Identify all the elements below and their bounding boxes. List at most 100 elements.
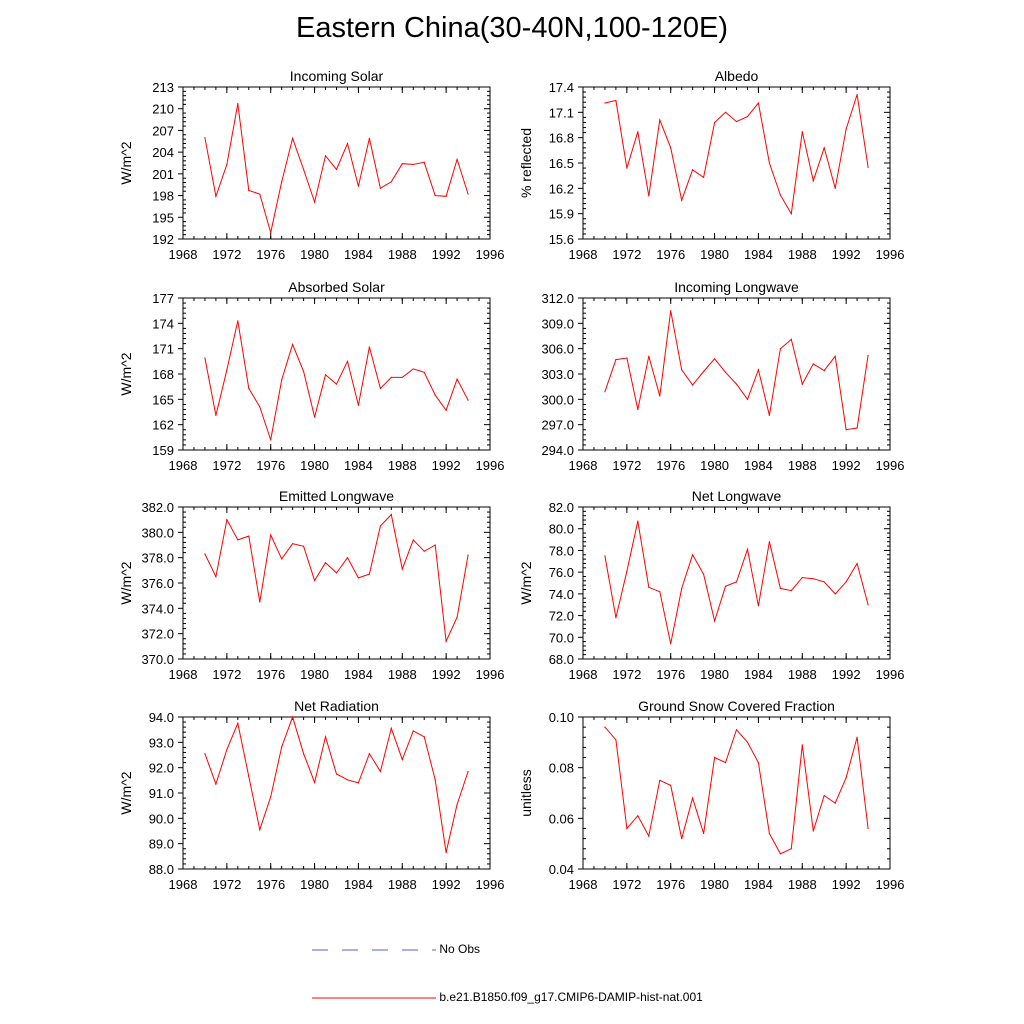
data-point xyxy=(604,391,606,393)
y-tick-label: 93.0 xyxy=(149,735,174,750)
y-tick-label: 213 xyxy=(152,80,174,95)
plot-frame xyxy=(182,297,491,451)
y-tick-label: 165 xyxy=(152,392,174,407)
y-tick-label: 312.0 xyxy=(541,291,574,306)
x-tick-label: 1976 xyxy=(656,247,685,262)
data-point xyxy=(604,102,606,104)
data-point xyxy=(724,371,727,373)
y-tick-label: 380.0 xyxy=(141,525,174,540)
data-point xyxy=(735,121,738,123)
x-tick-label: 1992 xyxy=(432,667,461,682)
data-point xyxy=(368,137,370,139)
x-tick-label: 1976 xyxy=(656,667,685,682)
data-point xyxy=(215,414,217,416)
plot-frame xyxy=(582,506,891,660)
plot-frame xyxy=(182,716,491,870)
data-point xyxy=(346,557,349,559)
data-point xyxy=(845,429,847,431)
data-point xyxy=(746,398,749,400)
y-tick-label: 76.0 xyxy=(549,565,574,580)
data-point xyxy=(735,729,738,731)
x-tick-label: 1980 xyxy=(700,877,729,892)
x-tick-label: 1984 xyxy=(344,247,373,262)
data-point xyxy=(237,320,239,322)
data-point xyxy=(692,169,694,171)
panel-title: Net Longwave xyxy=(692,488,782,504)
y-tick-label: 88.0 xyxy=(149,862,174,877)
x-tick-label: 1972 xyxy=(212,877,241,892)
data-point xyxy=(845,581,847,583)
panel-title: Emitted Longwave xyxy=(279,488,394,504)
x-tick-label: 1972 xyxy=(212,247,241,262)
data-point xyxy=(659,779,661,781)
data-point xyxy=(281,181,283,183)
data-point xyxy=(659,119,661,121)
x-tick-label: 1992 xyxy=(432,458,461,473)
x-tick-label: 1984 xyxy=(744,458,773,473)
x-tick-label: 1992 xyxy=(832,877,861,892)
x-tick-label: 1988 xyxy=(788,877,817,892)
data-point xyxy=(215,576,217,578)
data-point xyxy=(423,736,425,738)
data-point xyxy=(746,548,749,550)
data-point xyxy=(335,168,338,171)
x-tick-label: 1980 xyxy=(300,877,329,892)
data-point xyxy=(856,736,858,738)
data-point xyxy=(703,573,705,575)
series-line xyxy=(204,513,469,644)
y-tick-label: 171 xyxy=(152,342,174,357)
data-point xyxy=(823,370,825,372)
y-tick-label: 16.2 xyxy=(549,181,574,196)
data-point xyxy=(768,162,770,164)
data-point xyxy=(867,827,869,830)
data-point xyxy=(303,753,305,755)
y-tick-label: 0.06 xyxy=(549,811,574,826)
x-tick-label: 1996 xyxy=(476,458,505,473)
data-point xyxy=(779,194,781,196)
x-tick-label: 1996 xyxy=(876,877,905,892)
data-point xyxy=(215,195,217,197)
data-point xyxy=(434,779,436,781)
data-point xyxy=(434,194,436,197)
data-point xyxy=(615,99,617,102)
data-point xyxy=(434,544,436,546)
x-tick-label: 1988 xyxy=(788,458,817,473)
data-point xyxy=(856,94,858,96)
legend-model-label: b.e21.B1850.f09_g17.CMIP6-DAMIP-hist-nat… xyxy=(439,990,703,1004)
x-tick-label: 1976 xyxy=(256,458,285,473)
data-point xyxy=(703,832,705,835)
x-tick-label: 1976 xyxy=(256,877,285,892)
data-point xyxy=(648,195,650,197)
data-point xyxy=(401,376,403,378)
x-tick-label: 1980 xyxy=(300,247,329,262)
y-tick-label: 192 xyxy=(152,232,174,247)
panel-0: Incoming Solar W/m^2 1968 1972 1976 1980 1984 1… xyxy=(118,68,504,262)
data-point xyxy=(445,409,447,411)
y-tick-label: 306.0 xyxy=(541,342,574,357)
data-point xyxy=(335,572,338,574)
x-tick-label: 1988 xyxy=(388,667,417,682)
data-point xyxy=(313,416,316,418)
data-point xyxy=(681,369,683,371)
x-tick-label: 1992 xyxy=(832,458,861,473)
y-tick-label: 177 xyxy=(152,291,174,306)
data-point xyxy=(467,770,469,773)
y-tick-label: 294.0 xyxy=(541,443,574,458)
data-point xyxy=(626,570,628,572)
data-point xyxy=(281,379,283,381)
data-point xyxy=(412,368,414,370)
x-tick-label: 1996 xyxy=(476,247,505,262)
data-point xyxy=(659,395,661,397)
data-point xyxy=(379,770,381,773)
y-tick-label: 297.0 xyxy=(541,418,574,433)
data-point xyxy=(724,585,727,587)
x-tick-label: 1976 xyxy=(256,247,285,262)
data-point xyxy=(681,838,683,840)
data-point xyxy=(346,142,349,145)
data-point xyxy=(423,371,425,373)
x-tick-label: 1992 xyxy=(432,247,461,262)
data-point xyxy=(303,370,305,373)
x-tick-label: 1968 xyxy=(569,877,598,892)
x-tick-label: 1980 xyxy=(300,458,329,473)
data-point xyxy=(270,439,272,441)
